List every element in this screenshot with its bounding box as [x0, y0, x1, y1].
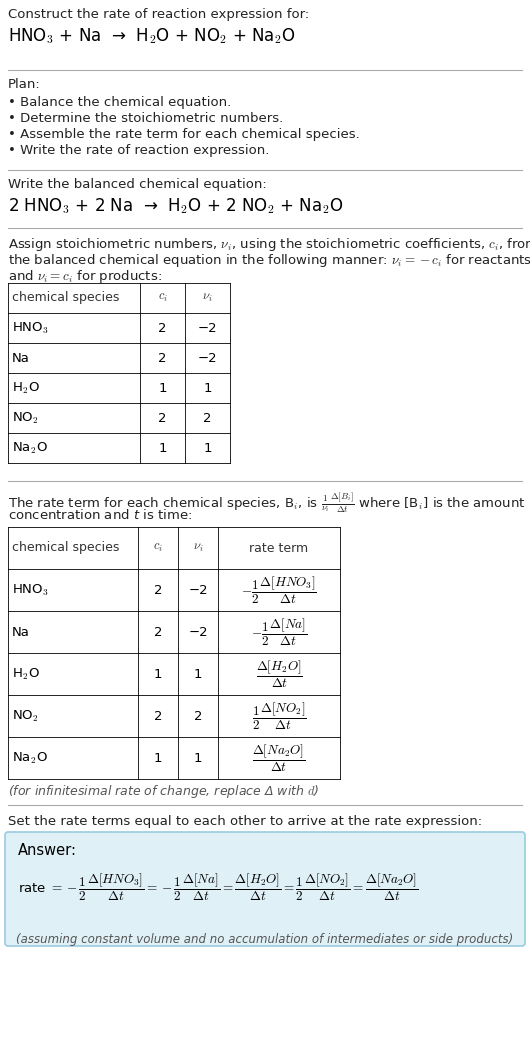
Text: 1: 1	[203, 441, 212, 455]
Text: $\dfrac{\Delta[Na_2O]}{\Delta t}$: $\dfrac{\Delta[Na_2O]}{\Delta t}$	[252, 743, 306, 774]
Text: 1: 1	[158, 382, 167, 394]
Text: HNO$_3$: HNO$_3$	[12, 583, 49, 597]
Text: $-\dfrac{1}{2}\dfrac{\Delta[Na]}{\Delta t}$: $-\dfrac{1}{2}\dfrac{\Delta[Na]}{\Delta …	[251, 616, 307, 647]
Text: 2: 2	[158, 321, 167, 335]
Text: Na$_2$O: Na$_2$O	[12, 750, 48, 766]
Text: 1: 1	[203, 382, 212, 394]
Text: −2: −2	[188, 626, 208, 638]
Text: −2: −2	[198, 321, 217, 335]
Text: Write the balanced chemical equation:: Write the balanced chemical equation:	[8, 178, 267, 191]
Text: chemical species: chemical species	[12, 292, 119, 304]
Text: $\dfrac{\Delta[H_2O]}{\Delta t}$: $\dfrac{\Delta[H_2O]}{\Delta t}$	[255, 658, 303, 689]
Text: 2: 2	[154, 584, 162, 596]
Text: Answer:: Answer:	[18, 843, 77, 858]
Text: 2: 2	[154, 709, 162, 723]
Text: 1: 1	[158, 441, 167, 455]
Text: 2: 2	[203, 411, 212, 425]
Text: $\dfrac{1}{2}\dfrac{\Delta[NO_2]}{\Delta t}$: $\dfrac{1}{2}\dfrac{\Delta[NO_2]}{\Delta…	[252, 701, 306, 731]
Text: Set the rate terms equal to each other to arrive at the rate expression:: Set the rate terms equal to each other t…	[8, 815, 482, 828]
Text: concentration and $t$ is time:: concentration and $t$ is time:	[8, 508, 192, 522]
Text: Construct the rate of reaction expression for:: Construct the rate of reaction expressio…	[8, 8, 309, 21]
Text: (assuming constant volume and no accumulation of intermediates or side products): (assuming constant volume and no accumul…	[16, 933, 514, 946]
Text: 2 HNO$_3$ + 2 Na  →  H$_2$O + 2 NO$_2$ + Na$_2$O: 2 HNO$_3$ + 2 Na → H$_2$O + 2 NO$_2$ + N…	[8, 196, 343, 215]
Text: chemical species: chemical species	[12, 542, 119, 554]
Text: • Balance the chemical equation.: • Balance the chemical equation.	[8, 96, 231, 109]
Text: rate term: rate term	[250, 542, 308, 554]
Text: NO$_2$: NO$_2$	[12, 708, 39, 724]
Text: and $\nu_i = c_i$ for products:: and $\nu_i = c_i$ for products:	[8, 268, 162, 285]
Text: 1: 1	[194, 751, 202, 765]
Text: Plan:: Plan:	[8, 78, 41, 91]
Text: HNO$_3$ + Na  →  H$_2$O + NO$_2$ + Na$_2$O: HNO$_3$ + Na → H$_2$O + NO$_2$ + Na$_2$O	[8, 26, 296, 46]
Text: 2: 2	[154, 626, 162, 638]
Text: Na: Na	[12, 351, 30, 364]
Text: (for infinitesimal rate of change, replace Δ with $d$): (for infinitesimal rate of change, repla…	[8, 783, 320, 800]
Text: rate $= -\dfrac{1}{2}\dfrac{\Delta[HNO_3]}{\Delta t} = -\dfrac{1}{2}\dfrac{\Delt: rate $= -\dfrac{1}{2}\dfrac{\Delta[HNO_3…	[18, 871, 419, 903]
Text: • Write the rate of reaction expression.: • Write the rate of reaction expression.	[8, 144, 269, 157]
Text: • Determine the stoichiometric numbers.: • Determine the stoichiometric numbers.	[8, 112, 283, 126]
Text: 2: 2	[158, 351, 167, 364]
FancyBboxPatch shape	[5, 832, 525, 946]
Text: $\nu_i$: $\nu_i$	[192, 542, 204, 554]
Text: H$_2$O: H$_2$O	[12, 381, 40, 395]
Text: HNO$_3$: HNO$_3$	[12, 320, 49, 336]
Text: $-\dfrac{1}{2}\dfrac{\Delta[HNO_3]}{\Delta t}$: $-\dfrac{1}{2}\dfrac{\Delta[HNO_3]}{\Del…	[241, 574, 317, 606]
Text: Na: Na	[12, 626, 30, 638]
Text: 2: 2	[194, 709, 202, 723]
Text: 1: 1	[194, 667, 202, 681]
Text: 1: 1	[154, 751, 162, 765]
Text: • Assemble the rate term for each chemical species.: • Assemble the rate term for each chemic…	[8, 128, 360, 141]
Text: −2: −2	[188, 584, 208, 596]
Text: Assign stoichiometric numbers, $\nu_i$, using the stoichiometric coefficients, $: Assign stoichiometric numbers, $\nu_i$, …	[8, 236, 530, 253]
Text: The rate term for each chemical species, B$_i$, is $\frac{1}{\nu_i}\frac{\Delta[: The rate term for each chemical species,…	[8, 491, 526, 516]
Text: 2: 2	[158, 411, 167, 425]
Text: Na$_2$O: Na$_2$O	[12, 440, 48, 456]
Text: NO$_2$: NO$_2$	[12, 410, 39, 426]
Text: 1: 1	[154, 667, 162, 681]
Text: −2: −2	[198, 351, 217, 364]
Text: $c_i$: $c_i$	[153, 542, 163, 554]
Text: the balanced chemical equation in the following manner: $\nu_i = -c_i$ for react: the balanced chemical equation in the fo…	[8, 252, 530, 269]
Text: $\nu_i$: $\nu_i$	[202, 292, 213, 304]
Text: $c_i$: $c_i$	[157, 292, 167, 304]
Text: H$_2$O: H$_2$O	[12, 666, 40, 682]
